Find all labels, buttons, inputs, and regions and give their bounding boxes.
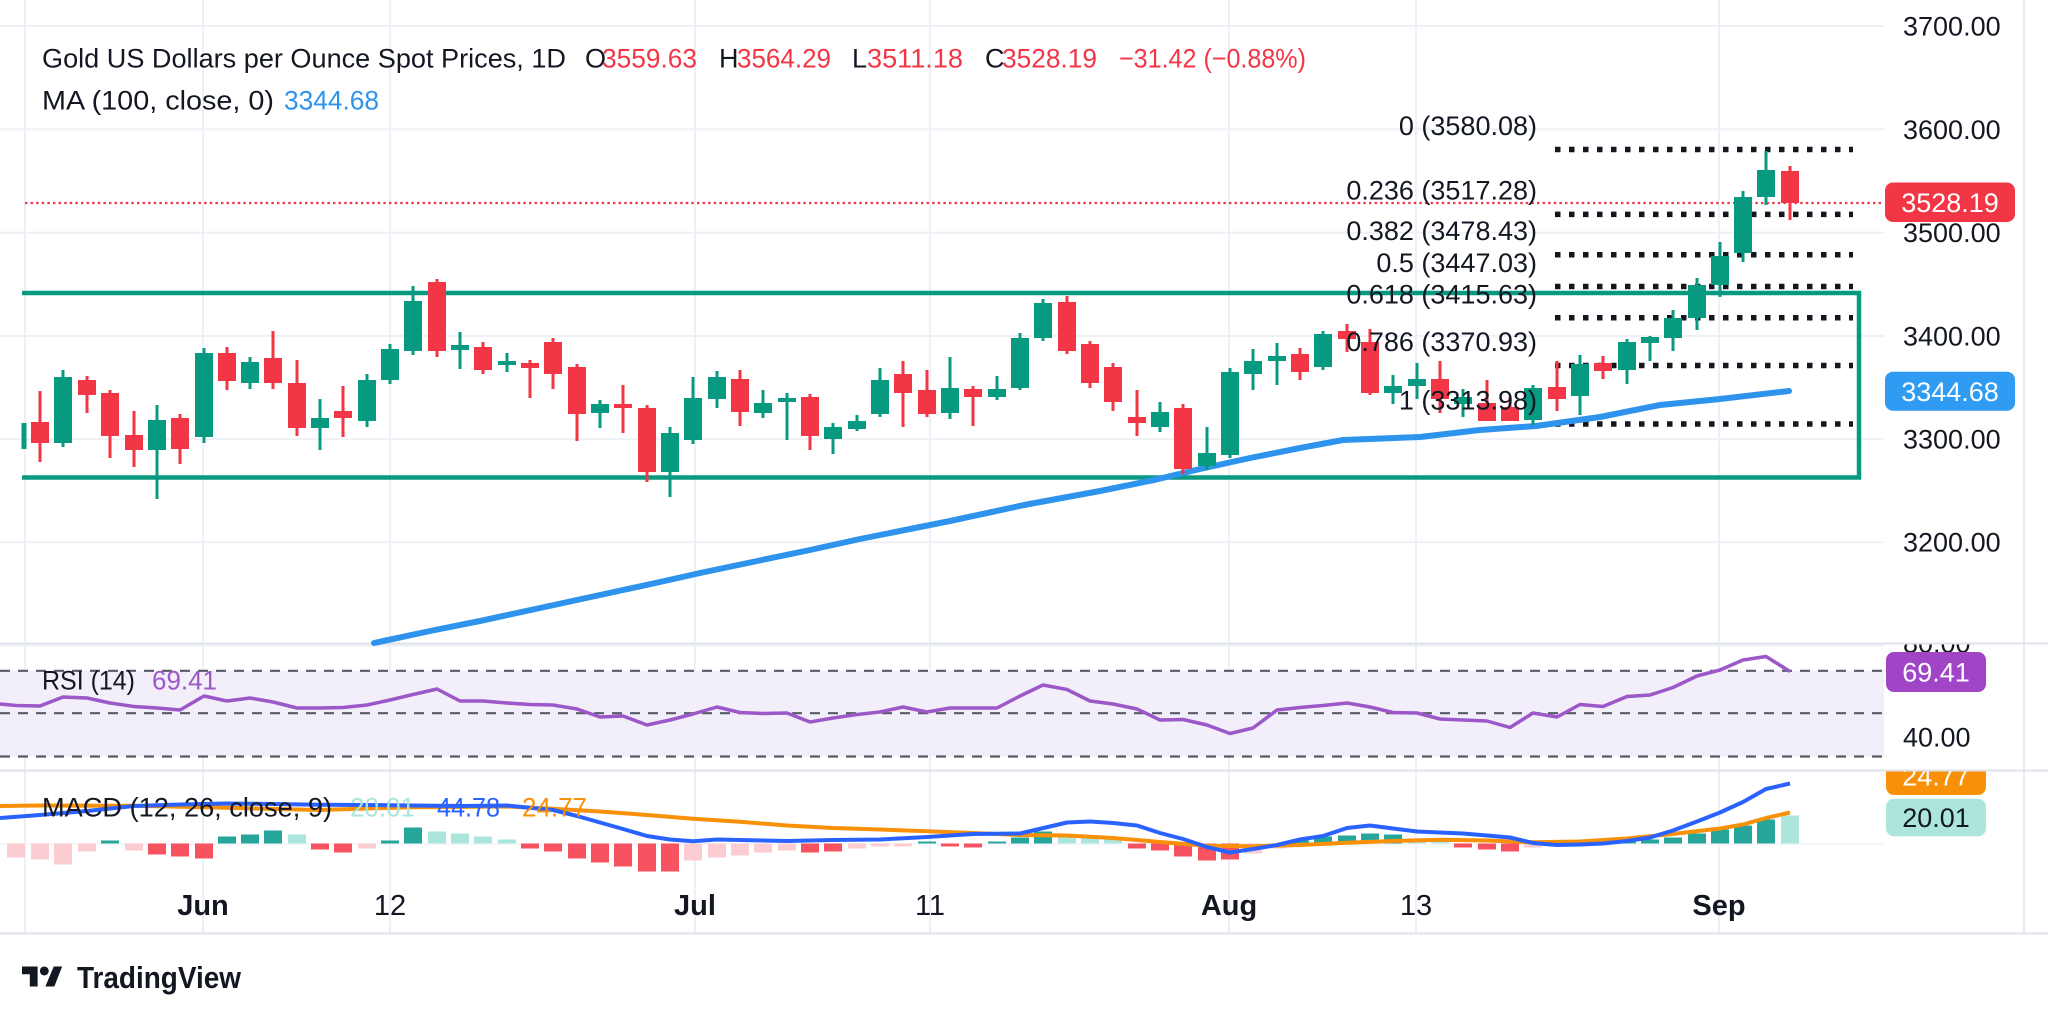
- svg-text:TradingView: TradingView: [77, 961, 241, 995]
- svg-text:MA (100, close, 0)3344.68: MA (100, close, 0) 3344.68: [42, 86, 379, 116]
- svg-text:13: 13: [1400, 890, 1432, 922]
- svg-text:Gold US Dollars per Ounce Spot: Gold US Dollars per Ounce Spot Prices, 1…: [42, 44, 1306, 74]
- svg-text:3400.00: 3400.00: [1903, 321, 2001, 351]
- svg-text:24.77: 24.77: [1902, 762, 1970, 792]
- svg-text:20.01: 20.01: [1902, 803, 1970, 833]
- svg-text:3600.00: 3600.00: [1903, 115, 2001, 145]
- svg-text:3700.00: 3700.00: [1903, 12, 2001, 42]
- svg-text:0.786 (3370.93): 0.786 (3370.93): [1346, 327, 1537, 357]
- svg-text:Sep: Sep: [1692, 890, 1745, 922]
- svg-text:0.382 (3478.43): 0.382 (3478.43): [1346, 216, 1537, 246]
- svg-text:RSI (14)69.41: RSI (14) 69.41: [42, 666, 217, 696]
- svg-text:Jun: Jun: [177, 890, 229, 922]
- svg-text:Jul: Jul: [674, 890, 716, 922]
- svg-text:0 (3580.08): 0 (3580.08): [1399, 111, 1537, 141]
- svg-text:3300.00: 3300.00: [1903, 425, 2001, 455]
- svg-text:Aug: Aug: [1201, 890, 1257, 922]
- svg-text:12: 12: [374, 890, 406, 922]
- svg-text:3344.68: 3344.68: [1901, 377, 1999, 407]
- svg-text:0.618 (3415.63): 0.618 (3415.63): [1346, 280, 1537, 310]
- svg-text:11: 11: [915, 890, 945, 922]
- svg-text:69.41: 69.41: [1902, 658, 1970, 688]
- svg-text:3500.00: 3500.00: [1903, 218, 2001, 248]
- svg-text:1 (3313.98): 1 (3313.98): [1399, 386, 1537, 416]
- svg-text:3528.19: 3528.19: [1901, 188, 1999, 218]
- svg-text:3200.00: 3200.00: [1903, 528, 2001, 558]
- svg-text:0.236 (3517.28): 0.236 (3517.28): [1346, 176, 1537, 206]
- svg-text:0.5 (3447.03): 0.5 (3447.03): [1376, 248, 1537, 278]
- svg-text:40.00: 40.00: [1903, 723, 1971, 753]
